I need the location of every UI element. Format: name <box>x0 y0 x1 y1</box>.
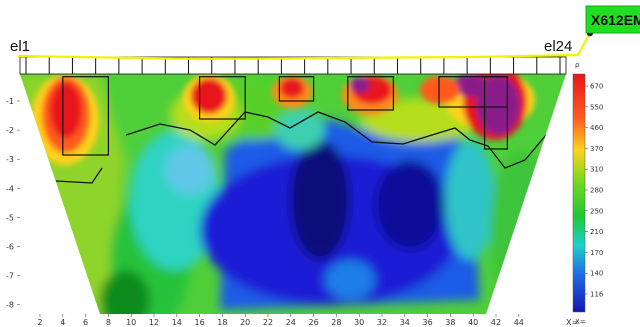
y-tick-label: -2 <box>6 126 14 135</box>
boundary-line-left <box>55 167 103 184</box>
colorbar-tick-label: 550 <box>590 103 603 111</box>
colorbar-top-label: ρ <box>575 61 580 69</box>
y-tick-label: -3 <box>6 155 14 164</box>
x-tick-label: 32 <box>377 318 387 327</box>
profile-tag-box <box>585 5 640 34</box>
colorbar-tick-label: 280 <box>590 187 603 195</box>
colorbar-tick-label: 140 <box>590 270 603 278</box>
x-tick-label: 24 <box>286 318 296 327</box>
x-tick-label: 4 <box>60 318 65 327</box>
x-tick-label: 30 <box>354 318 364 327</box>
profile-tag: X612EM <box>585 5 640 34</box>
colorbar-tick-label: 116 <box>590 291 604 299</box>
x-tick-label: 26 <box>309 318 319 327</box>
anomaly-box <box>347 76 394 111</box>
colorbar-ticks: 670 550 460 370 310 280 250 210 170 140 116 <box>585 83 604 299</box>
colorbar-tick-label: 670 <box>590 83 603 91</box>
x-tick-label: 44 <box>514 318 524 327</box>
x-tick-label: 38 <box>445 318 455 327</box>
resistivity-section <box>20 74 566 314</box>
x-tick-label: 40 <box>468 318 478 327</box>
y-tick-label: -1 <box>6 97 14 106</box>
colorbar-tick-label: 210 <box>590 228 603 236</box>
y-axis: -1 -2 -3 -4 -5 -6 -7 -8 <box>6 97 20 310</box>
electrode-row <box>19 56 567 75</box>
colorbar-tick-label: 460 <box>590 124 603 132</box>
x-tick-label: 6 <box>83 318 88 327</box>
x-tick-label: 10 <box>126 318 136 327</box>
electrode-last-label: el24 <box>544 38 572 55</box>
colorbar-gradient <box>572 73 586 313</box>
y-tick-label: -7 <box>6 272 14 281</box>
anomaly-box <box>199 76 246 120</box>
x-tick-label: 8 <box>106 318 111 327</box>
colorbar-bottom-label: X= <box>575 318 586 326</box>
surface-profile-line <box>17 32 591 61</box>
colorbar-tick-label: 250 <box>590 207 603 215</box>
y-tick-label: -8 <box>6 301 14 310</box>
anomaly-box <box>62 76 109 156</box>
colorbar: ρ X= 670 550 460 370 310 280 250 210 170 140 116 <box>572 61 604 326</box>
x-tick-label: 20 <box>240 318 250 327</box>
x-tick-label: 2 <box>37 318 42 327</box>
boundary-line-main <box>125 111 553 169</box>
anomaly-box <box>484 76 509 150</box>
x-tick-label: 42 <box>491 318 501 327</box>
colorbar-tick-label: 310 <box>590 166 603 174</box>
y-tick-label: -6 <box>6 243 14 252</box>
y-tick-label: -4 <box>6 184 14 193</box>
anomaly-boxes <box>62 76 509 156</box>
x-tick-label: 16 <box>195 318 205 327</box>
colorbar-tick-label: 170 <box>590 249 603 257</box>
y-tick-label: -5 <box>6 213 14 222</box>
x-tick-label: 34 <box>400 318 410 327</box>
x-tick-label: 36 <box>423 318 433 327</box>
colorbar-tick-label: 370 <box>590 145 603 153</box>
x-tick-label: 18 <box>217 318 227 327</box>
x-tick-label: 12 <box>149 318 159 327</box>
x-tick-label: 22 <box>263 318 273 327</box>
x-unit-label: X= <box>566 318 578 327</box>
x-tick-label: 14 <box>172 318 182 327</box>
x-tick-label: 28 <box>331 318 341 327</box>
electrode-first-label: el1 <box>10 38 30 55</box>
profile-tag-label: X612EM <box>591 12 640 28</box>
electrode-strip <box>19 56 567 75</box>
anomaly-box <box>278 76 315 102</box>
x-axis: 2 4 6 8 10 12 14 16 18 20 22 24 26 28 30 32 34 36 38 40 42 44… <box>37 314 578 327</box>
